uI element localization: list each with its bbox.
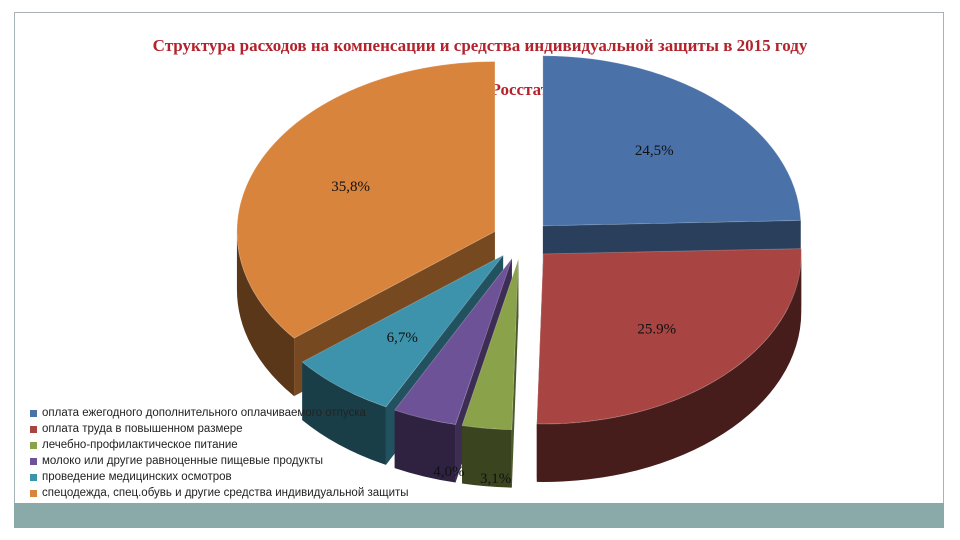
legend-label: спецодежда, спец.обувь и другие средства… (42, 487, 409, 499)
legend-swatch (30, 489, 37, 497)
legend-item: лечебно-профилактическое питание (30, 437, 409, 453)
pie-slice-outer-wall (236, 231, 295, 397)
slice-data-label: 35,8% (331, 179, 370, 195)
legend-swatch (30, 409, 37, 417)
legend-label: оплата ежегодного дополнительного оплачи… (42, 407, 366, 419)
legend-label: молоко или другие равноценные пищевые пр… (42, 455, 324, 467)
legend-swatch (30, 425, 37, 433)
legend-item: молоко или другие равноценные пищевые пр… (30, 453, 409, 469)
pie-slice-5 (301, 255, 504, 408)
pie-slice-3 (461, 259, 519, 431)
pie-slice-outer-wall (462, 425, 512, 488)
pie-slice-4 (394, 258, 513, 425)
pie-tops (236, 55, 802, 431)
pie-slice-outer-wall (394, 410, 456, 483)
legend-swatch (30, 457, 37, 465)
legend-label: оплата труда в повышенном размере (42, 423, 243, 435)
chart-legend: оплата ежегодного дополнительного оплачи… (30, 405, 409, 501)
pie-slice-outer-wall (536, 253, 802, 482)
legend-swatch (30, 441, 37, 449)
pie-slice-6 (236, 61, 496, 339)
legend-swatch (30, 473, 37, 481)
legend-item: оплата ежегодного дополнительного оплачи… (30, 405, 409, 421)
pie-labels: 24,5% 25.9% 3,1% 4,0% 6,7% 35,8% (331, 143, 676, 487)
legend-item: оплата труда в повышенном размере (30, 421, 409, 437)
pie-slice-1 (542, 55, 802, 227)
slice-data-label: 4,0% (433, 464, 464, 480)
slice-data-label: 24,5% (635, 143, 674, 159)
slice-data-label: 3,1% (480, 471, 511, 487)
chart-title: Структура расходов на компенсации и сред… (152, 36, 808, 55)
legend-item: проведение медицинских осмотров (30, 469, 409, 485)
slice-data-label: 6,7% (387, 330, 418, 346)
legend-label: лечебно-профилактическое питание (42, 439, 238, 451)
slice-data-label: 25.9% (637, 321, 676, 337)
legend-label: проведение медицинских осмотров (42, 471, 232, 483)
pie-slice-outer-wall (302, 362, 386, 465)
legend-item: спецодежда, спец.обувь и другие средства… (30, 485, 409, 501)
bottom-band (14, 503, 944, 528)
pie-slice-2 (536, 248, 802, 425)
